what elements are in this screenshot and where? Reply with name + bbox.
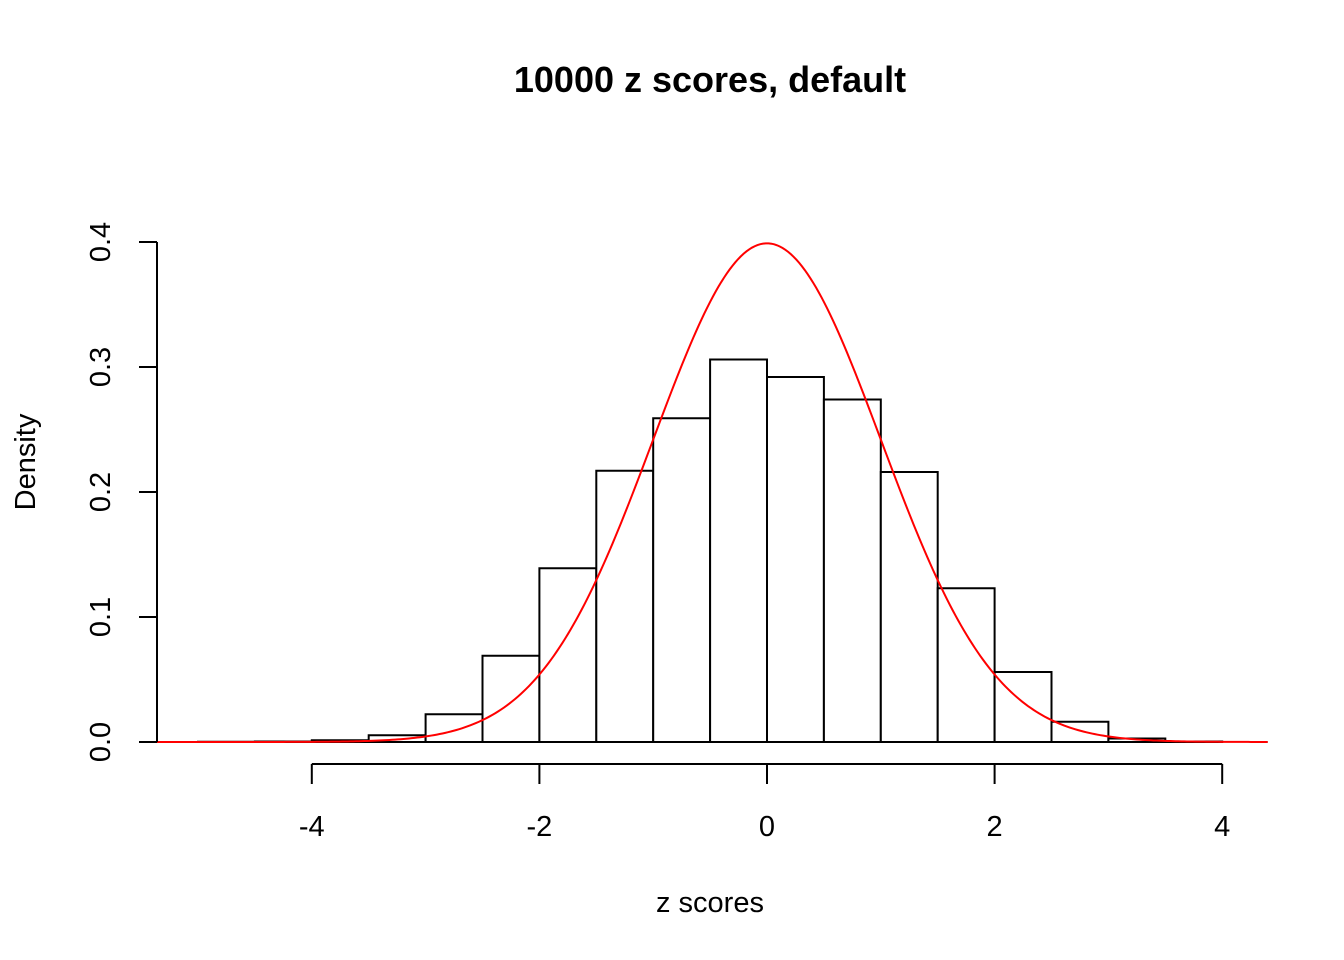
x-tick-label: -4 xyxy=(299,811,325,843)
normal-density-curve xyxy=(152,242,1268,743)
y-axis: 0.0 0.1 0.2 0.3 0.4 xyxy=(85,222,158,762)
histogram-bar-5 xyxy=(481,654,541,743)
histogram-bar-9 xyxy=(709,358,768,743)
histogram-bar-11 xyxy=(822,398,882,743)
histogram-bar-4 xyxy=(424,713,484,743)
histogram-bar-12 xyxy=(879,471,939,743)
density-curve-group xyxy=(152,242,1268,743)
histogram-bars xyxy=(152,358,1268,743)
histogram-bar-10 xyxy=(766,376,825,743)
x-tick-label: 4 xyxy=(1214,811,1230,843)
x-axis: -4 -2 0 2 4 xyxy=(299,763,1230,843)
y-axis-label: Density xyxy=(10,413,42,510)
x-tick-label: 0 xyxy=(759,811,775,843)
x-axis-label: z scores xyxy=(656,887,764,919)
histogram-bar-13 xyxy=(936,587,996,743)
y-tick-label: 0.0 xyxy=(85,722,117,762)
chart-title: 10000 z scores, default xyxy=(514,59,906,100)
y-tick-label: 0.4 xyxy=(85,222,117,262)
histogram-bar-8 xyxy=(652,417,712,743)
histogram-bar-14 xyxy=(993,671,1053,743)
y-tick-label: 0.3 xyxy=(85,347,117,387)
y-tick-label: 0.2 xyxy=(85,472,117,512)
x-tick-label: 2 xyxy=(987,811,1003,843)
histogram-bar-6 xyxy=(538,567,598,743)
x-tick-label: -2 xyxy=(527,811,553,843)
y-tick-label: 0.1 xyxy=(85,597,117,637)
